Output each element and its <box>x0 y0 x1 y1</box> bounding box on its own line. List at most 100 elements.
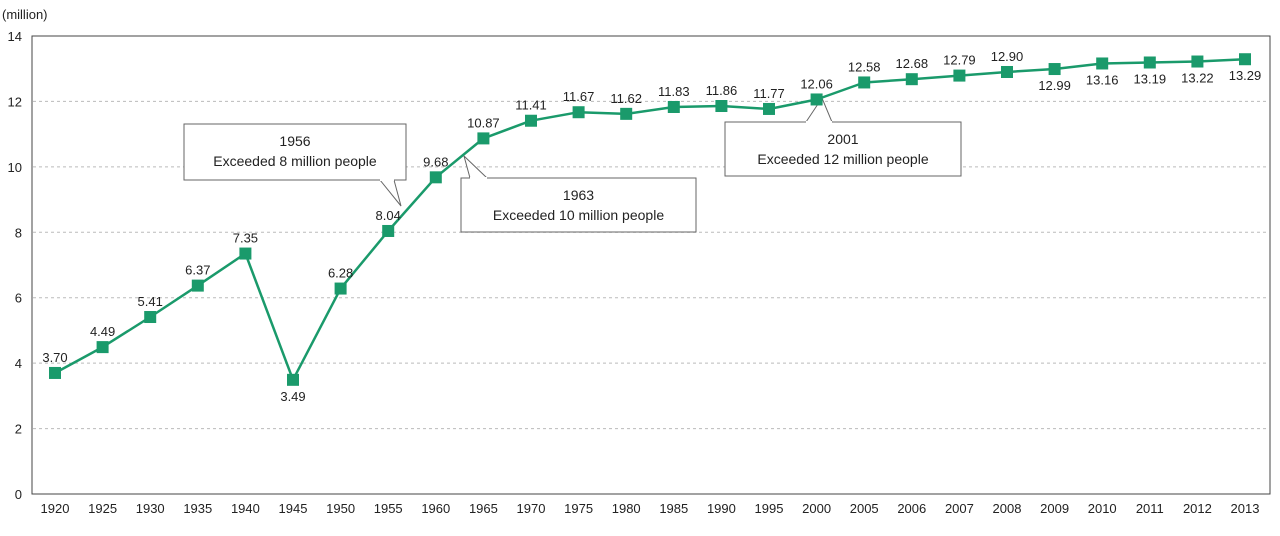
annotation-callout: 1956 Exceeded 8 million people <box>183 123 407 207</box>
data-point-marker <box>905 73 918 86</box>
x-tick-label: 2012 <box>1183 501 1212 516</box>
data-label: 6.28 <box>328 266 353 281</box>
x-tick-label: 2005 <box>850 501 879 516</box>
data-label: 12.90 <box>991 49 1024 64</box>
y-tick-label: 8 <box>15 225 22 240</box>
data-point-marker <box>810 93 823 106</box>
y-tick-label: 10 <box>8 160 22 175</box>
callout-text: Exceeded 10 million people <box>493 207 664 223</box>
x-tick-label: 1965 <box>469 501 498 516</box>
data-point-marker <box>191 279 204 292</box>
data-label: 5.41 <box>138 294 163 309</box>
callout-box <box>183 123 407 181</box>
data-label: 11.41 <box>515 98 547 113</box>
y-tick-label: 14 <box>8 29 22 44</box>
data-point-marker <box>287 373 299 386</box>
x-tick-label: 1975 <box>564 501 593 516</box>
data-label: 12.68 <box>896 56 929 71</box>
data-point-marker <box>572 106 585 119</box>
data-point-marker <box>239 247 252 260</box>
x-tick-label: 2008 <box>993 501 1022 516</box>
data-label: 9.68 <box>423 154 448 169</box>
data-label: 12.99 <box>1038 78 1071 93</box>
series-line <box>54 57 1246 382</box>
annotation-callout: 1963 Exceeded 10 million people <box>460 154 697 233</box>
y-tick-label: 0 <box>15 487 22 502</box>
x-tick-label: 1920 <box>41 501 70 516</box>
data-label: 11.83 <box>658 84 690 99</box>
x-tick-label: 1945 <box>279 501 308 516</box>
data-point-marker <box>763 102 775 115</box>
data-point-marker <box>1239 53 1251 66</box>
callout-year: 1963 <box>563 187 594 203</box>
x-tick-label: 1925 <box>88 501 117 516</box>
x-tick-label: 1970 <box>517 501 546 516</box>
data-label: 12.79 <box>943 53 976 68</box>
x-tick-label: 2011 <box>1136 501 1164 516</box>
x-tick-label: 1940 <box>231 501 260 516</box>
data-label: 13.19 <box>1134 71 1167 86</box>
data-label: 11.67 <box>563 89 595 104</box>
data-point-marker <box>1096 57 1109 70</box>
x-tick-label: 2013 <box>1231 501 1260 516</box>
data-label: 11.77 <box>753 86 785 101</box>
data-labels: 3.70 4.49 5.41 6.37 7.35 3.49 6.28 8.04 9.68 10.8… <box>42 49 1261 404</box>
x-tick-label: 1930 <box>136 501 165 516</box>
data-label: 11.86 <box>706 83 738 98</box>
x-tick-label: 1980 <box>612 501 641 516</box>
data-label: 4.49 <box>90 324 115 339</box>
x-tick-label: 1960 <box>421 501 450 516</box>
data-point-marker <box>525 114 537 127</box>
data-label: 12.58 <box>848 59 881 74</box>
callout-year: 2001 <box>827 131 858 147</box>
x-tick-label: 1955 <box>374 501 403 516</box>
data-point-marker <box>144 311 157 324</box>
data-point-marker <box>1143 56 1156 69</box>
x-tick-label: 2009 <box>1040 501 1069 516</box>
data-point-marker <box>49 366 61 379</box>
plot-frame <box>31 35 1271 495</box>
data-label: 13.16 <box>1086 72 1119 87</box>
data-point-marker <box>1191 55 1204 68</box>
data-point-marker <box>477 132 490 145</box>
data-point-marker <box>429 171 442 184</box>
x-tick-label: 1995 <box>755 501 784 516</box>
data-point-marker <box>953 69 966 82</box>
x-axis: 1920 1925 1930 1935 1940 1945 1950 1955 1960 1965… <box>41 501 1260 516</box>
x-tick-label: 1990 <box>707 501 736 516</box>
y-tick-label: 4 <box>15 356 22 371</box>
data-label: 6.37 <box>185 263 210 278</box>
data-label: 10.87 <box>467 115 500 130</box>
x-tick-label: 1935 <box>183 501 212 516</box>
data-point-marker <box>382 224 395 237</box>
data-label: 3.70 <box>42 350 67 365</box>
x-tick-label: 2000 <box>802 501 831 516</box>
data-label: 7.35 <box>233 231 258 246</box>
x-tick-label: 1950 <box>326 501 355 516</box>
data-point-marker <box>858 76 871 89</box>
callout-pointer <box>378 179 402 207</box>
callout-box <box>724 121 962 177</box>
y-axis: 0 2 4 6 8 10 12 14 <box>8 29 22 502</box>
data-label: 3.49 <box>280 389 305 404</box>
x-tick-label: 2006 <box>897 501 926 516</box>
x-tick-label: 2010 <box>1088 501 1117 516</box>
callout-year: 1956 <box>279 133 310 149</box>
data-label: 13.22 <box>1181 71 1214 86</box>
annotations: 1956 Exceeded 8 million people 1963 Exceede… <box>183 96 962 233</box>
data-point-marker <box>1001 65 1013 78</box>
y-tick-label: 6 <box>15 291 22 306</box>
series-polyline <box>54 57 1246 382</box>
annotation-callout: 2001 Exceeded 12 million people <box>724 96 962 177</box>
data-point-marker <box>96 341 109 354</box>
x-tick-label: 2007 <box>945 501 974 516</box>
data-point-marker <box>667 100 680 113</box>
callout-text: Exceeded 12 million people <box>757 151 928 167</box>
y-tick-label: 2 <box>15 422 22 437</box>
data-point-marker <box>620 107 633 120</box>
x-tick-label: 1985 <box>659 501 688 516</box>
y-tick-label: 12 <box>8 94 22 109</box>
callout-text: Exceeded 8 million people <box>213 153 377 169</box>
data-point-marker <box>1048 63 1061 76</box>
data-label: 11.62 <box>610 91 642 106</box>
